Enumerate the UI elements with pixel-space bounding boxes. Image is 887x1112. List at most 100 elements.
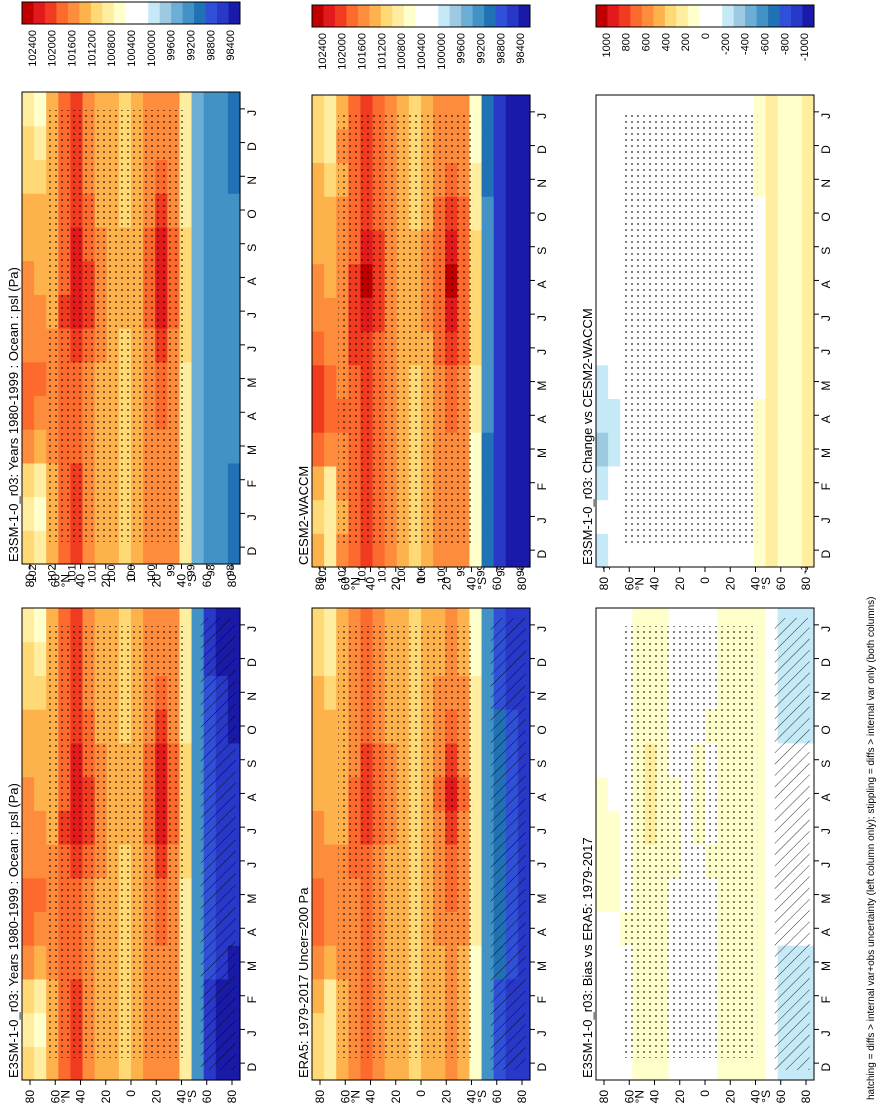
heat-cell [493, 499, 507, 534]
heat-cell [596, 432, 609, 467]
heat-cell [203, 92, 217, 127]
colorbar-swatch [461, 5, 474, 27]
heat-cell [596, 162, 609, 197]
heat-cell [324, 911, 337, 946]
heat-cell [22, 675, 35, 710]
heat-cell [493, 533, 507, 568]
colorbar-swatch [346, 5, 359, 27]
heat-cell [34, 462, 47, 498]
north-label: °N [59, 1090, 73, 1103]
heat-cell [22, 159, 35, 194]
heat-cell [34, 125, 47, 161]
x-tick-label: M [819, 961, 833, 971]
x-tick-label: J [245, 110, 259, 116]
heat-cell [505, 499, 519, 534]
heat-cell [493, 162, 507, 197]
heat-cell [608, 810, 621, 845]
x-tick-label: J [819, 626, 833, 632]
heat-cell [801, 465, 815, 501]
y-tick-label: 80 [515, 577, 529, 591]
heat-cell [608, 877, 621, 913]
x-tick-label: M [819, 381, 833, 391]
x-tick-label: D [245, 546, 259, 555]
x-tick-label: M [245, 445, 259, 455]
heat-cell [227, 328, 241, 363]
colorbar-label: -600 [759, 33, 771, 55]
heat-cell [22, 193, 35, 228]
y-tick-label: 40 [175, 1090, 189, 1104]
colorbar-swatch [653, 5, 666, 27]
colorbar-label: 100400 [416, 33, 428, 70]
heat-cell [481, 196, 495, 231]
heat-cell [505, 229, 519, 265]
hatch-mask [200, 618, 236, 1070]
x-tick-label: J [819, 349, 833, 355]
panel-title: ERA5: 1979-2017 Uncer=200 Pa [296, 887, 311, 1078]
y-tick-label: 60 [774, 1090, 788, 1104]
x-tick-label: O [245, 725, 259, 734]
colorbar-label: 100800 [106, 30, 118, 67]
colorbar-swatch [710, 5, 723, 27]
y-tick-label: 40 [749, 1090, 763, 1104]
heat-cell [608, 844, 621, 879]
heat-cell [22, 776, 35, 811]
heat-cell [493, 196, 507, 231]
colorbar-swatch [641, 5, 654, 27]
y-tick-label: 60 [622, 577, 636, 591]
panel-p3: D J F M A M J J A S O N D J 80 60 40 20 0 20 40 60 80 °N °S ERA5:… [296, 517, 549, 1103]
colorbar-label: 1000 [601, 33, 613, 57]
heat-cell [517, 331, 531, 366]
hatch-mask [774, 618, 810, 1070]
heat-cell [517, 263, 531, 298]
colorbar-swatch [369, 5, 382, 27]
north-label: °N [349, 1090, 363, 1103]
heat-cell [227, 92, 241, 127]
heat-cell [777, 229, 791, 265]
heat-cell [505, 331, 519, 366]
colorbar-label: 101600 [67, 30, 79, 67]
panel-p4: D J F M A M J J A S O N D J 80 60 40 20 0 20 40 60 80 °N °S CESM2… [296, 4, 549, 591]
colorbar-label: 99200 [185, 30, 197, 61]
colorbar-swatch [357, 5, 370, 27]
heat-cell [801, 196, 815, 231]
x-tick-label: J [535, 862, 549, 868]
x-tick-label: D [819, 549, 833, 558]
colorbar-swatch [159, 2, 172, 24]
heat-cell [324, 641, 337, 677]
heat-cell [324, 196, 337, 231]
y-tick-label: 40 [74, 574, 88, 588]
heat-cell [227, 530, 241, 565]
heat-cell [608, 229, 621, 265]
y-tick-label: 80 [799, 1090, 813, 1104]
hatch-mask [490, 618, 526, 1070]
colorbar-swatch [102, 2, 115, 24]
colorbar-swatch [687, 5, 700, 27]
y-tick-label: 20 [389, 577, 403, 591]
y-tick-label: 80 [225, 574, 239, 588]
heat-cell [215, 361, 229, 397]
heat-cell [227, 193, 241, 228]
colorbar-swatch [745, 5, 758, 27]
heat-cell [608, 945, 621, 980]
colorbar-swatch [44, 2, 57, 24]
heat-cell [481, 162, 495, 197]
heat-cell [324, 229, 337, 265]
south-label: °S [475, 1090, 489, 1103]
y-tick-label: 40 [648, 1090, 662, 1104]
heat-cell [505, 364, 519, 400]
y-tick-label: 20 [673, 577, 687, 591]
colorbar-swatch [182, 2, 195, 24]
x-tick-label: A [245, 793, 259, 801]
heat-cell [324, 608, 337, 643]
heat-cell [493, 432, 507, 467]
heat-cell [34, 742, 47, 778]
x-tick-label: J [535, 349, 549, 355]
heat-cell [22, 294, 35, 329]
heat-cell [596, 675, 609, 710]
heat-cell [191, 361, 205, 397]
heat-cell [608, 1046, 621, 1081]
heat-cell [312, 499, 325, 534]
colorbar-swatch [426, 5, 439, 27]
heat-cell [203, 226, 217, 262]
colorbar-swatch [791, 5, 804, 27]
